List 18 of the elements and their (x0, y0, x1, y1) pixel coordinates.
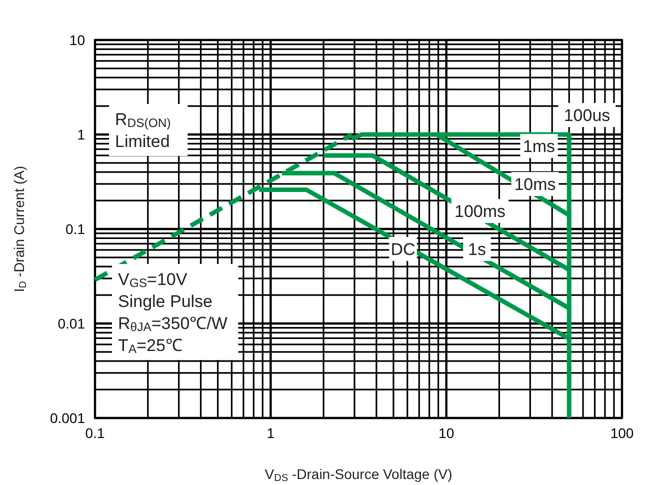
x-tick-label: 100 (610, 425, 634, 441)
annotation: 10ms (514, 175, 556, 194)
annotation: 1ms (522, 137, 556, 156)
annotation: 1s (468, 240, 486, 259)
annotation: 100us (564, 106, 610, 125)
y-tick-label: 10 (69, 32, 86, 48)
x-axis-title: V$_{DS}$ -Drain-Source Voltage (V) (264, 466, 452, 484)
y-tick-label: 0.01 (58, 316, 86, 332)
y-tick-label: 1 (77, 126, 86, 142)
annotation: 100ms (454, 202, 506, 221)
annotation: DC (390, 240, 416, 259)
annotation: R$_{DS(ON)}$ Limited (115, 110, 171, 151)
x-tick-label: 1 (266, 425, 275, 441)
y-tick-label: 0.1 (66, 221, 86, 237)
x-tick-label: 10 (438, 425, 454, 441)
x-tick-label: 0.1 (85, 425, 105, 441)
text: V$_{GS}$=10V Single Pulse R$_{θJA}$=350℃/W T$_{A}$=25℃ (118, 270, 228, 356)
y-tick-label: 0.001 (50, 410, 86, 426)
